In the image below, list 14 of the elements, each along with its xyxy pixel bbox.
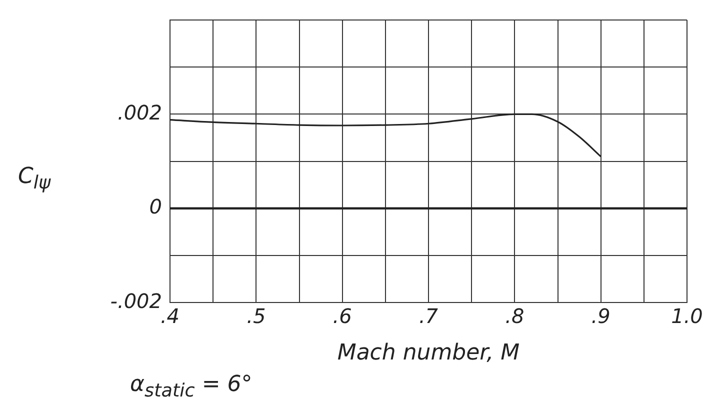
x-tick-label: .9 — [591, 304, 610, 328]
x-tick-label: .8 — [505, 304, 524, 328]
y-axis-title: C$_{lψ}$ — [18, 164, 51, 194]
x-axis-title: Mach number, M — [337, 340, 520, 366]
y-tick-label: 0 — [149, 194, 162, 219]
line-series — [170, 113, 602, 158]
x-tick-label: .4 — [160, 304, 180, 328]
x-tick-label: .7 — [418, 304, 438, 328]
text: α$_{static}$ = 6° — [130, 372, 252, 402]
x-tick-label: .6 — [332, 304, 352, 328]
x-tick-label: .5 — [246, 304, 266, 328]
x-tick-label: 1.0 — [671, 304, 703, 328]
y-tick-label: .002 — [117, 100, 162, 124]
y-tick-label: -.002 — [110, 288, 162, 313]
